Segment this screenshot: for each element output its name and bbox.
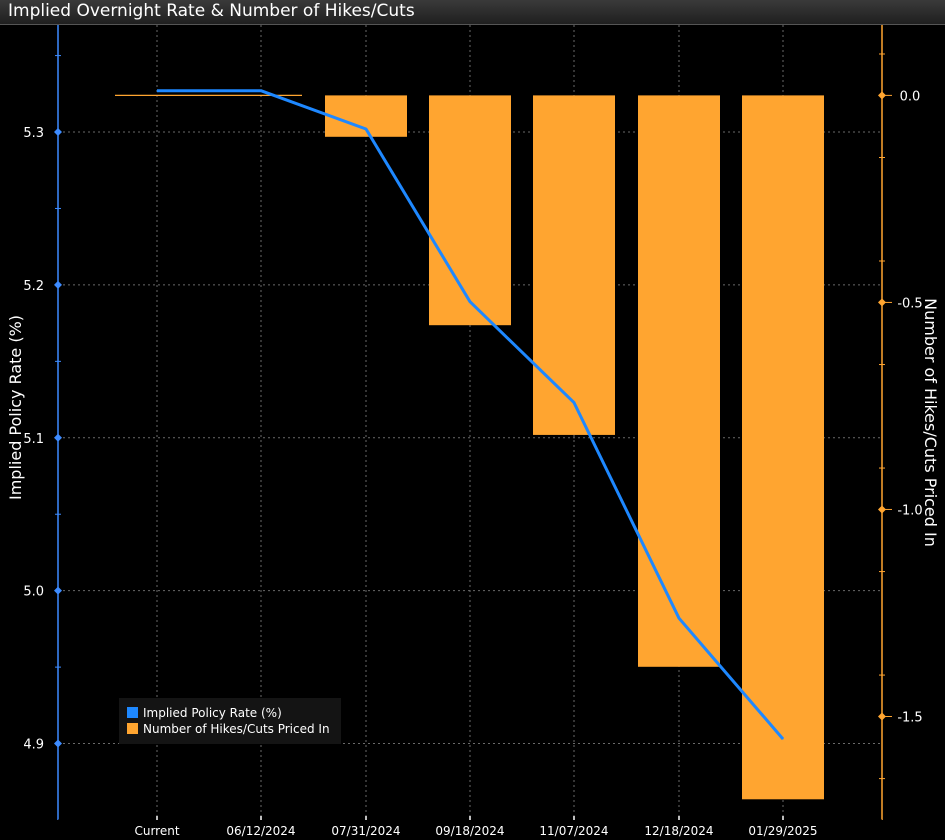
- left-axis-marker: [54, 586, 62, 595]
- rate-point-1: [260, 90, 262, 92]
- left-tick-label-2: 5.1: [23, 432, 44, 447]
- x-tick-label-4: 11/07/2024: [539, 824, 608, 838]
- left-tick-label-1: 5.0: [23, 585, 44, 600]
- rate-point-4: [573, 402, 575, 404]
- legend-label-hikes: Number of Hikes/Cuts Priced In: [143, 722, 330, 736]
- legend-item-rate: Implied Policy Rate (%): [127, 706, 282, 722]
- legend: Implied Policy Rate (%) Number of Hikes/…: [119, 698, 341, 744]
- left-axis-marker: [54, 433, 62, 442]
- right-axis-marker: [878, 91, 886, 100]
- legend-swatch-hikes: [127, 723, 138, 734]
- legend-item-hikes: Number of Hikes/Cuts Priced In: [127, 722, 330, 738]
- x-tick-label-6: 01/29/2025: [748, 824, 817, 838]
- bar-5: [638, 95, 720, 667]
- left-tick-label-4: 5.3: [23, 126, 44, 141]
- title-bar: Implied Overnight Rate & Number of Hikes…: [0, 0, 945, 25]
- right-axis-marker: [878, 712, 886, 721]
- left-axis-marker: [54, 739, 62, 748]
- bar-3: [429, 95, 511, 326]
- chart-title: Implied Overnight Rate & Number of Hikes…: [8, 1, 415, 21]
- left-tick-label-0: 4.9: [23, 738, 44, 753]
- right-tick-label-0: 0.0: [900, 89, 921, 104]
- right-tick-label-3: -1.5: [897, 710, 922, 725]
- x-tick-label-3: 09/18/2024: [435, 824, 504, 838]
- x-tick-label-1: 06/12/2024: [226, 824, 295, 838]
- rate-point-5: [678, 617, 680, 619]
- legend-label-rate: Implied Policy Rate (%): [143, 706, 282, 720]
- x-tick-label-5: 12/18/2024: [644, 824, 713, 838]
- left-axis-marker: [54, 280, 62, 289]
- legend-swatch-rate: [127, 707, 138, 718]
- left-axis-marker: [54, 128, 62, 137]
- left-tick-label-3: 5.2: [23, 279, 44, 294]
- rate-point-6: [782, 738, 784, 740]
- bar-6: [742, 95, 824, 800]
- right-axis-marker: [878, 298, 886, 307]
- right-axis-label: Number of Hikes/Cuts Priced In: [921, 298, 940, 547]
- x-tick-label-2: 07/31/2024: [331, 824, 400, 838]
- right-tick-label-1: -0.5: [897, 296, 922, 311]
- right-tick-label-2: -1.0: [897, 503, 922, 518]
- rate-point-3: [469, 301, 471, 303]
- x-tick-label-0: Current: [134, 824, 179, 838]
- bar-4: [533, 95, 615, 435]
- rate-point-2: [365, 128, 367, 130]
- rate-point-0: [156, 90, 158, 92]
- right-axis-marker: [878, 505, 886, 514]
- left-axis-label: Implied Policy Rate (%): [6, 315, 25, 500]
